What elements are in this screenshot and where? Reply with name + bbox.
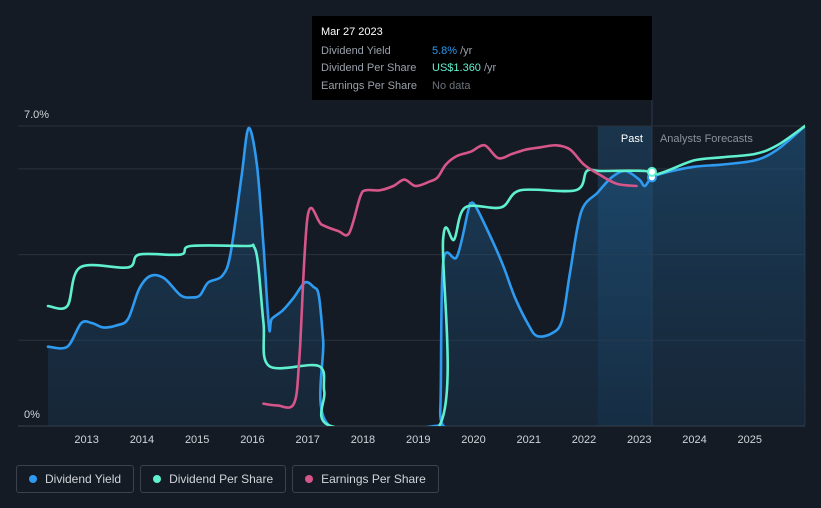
legend-item-dividend-yield[interactable]: Dividend Yield bbox=[16, 465, 135, 493]
dividend-chart: Past Analysts Forecasts 7.0% 0% 2013 2014 201… bbox=[18, 100, 806, 446]
x-tick-label: 2019 bbox=[406, 434, 430, 446]
dividend-yield-line bbox=[46, 124, 805, 426]
x-tick-label: 2013 bbox=[74, 434, 98, 446]
legend-label: Earnings Per Share bbox=[321, 472, 426, 486]
earnings-per-share-line bbox=[262, 143, 638, 409]
legend-dot-icon bbox=[153, 475, 162, 483]
dividend-per-share-line bbox=[46, 124, 805, 426]
x-tick-label: 2017 bbox=[295, 434, 319, 446]
tooltip-row-dividend-per-share: Dividend Per Share US$1.360 /yr bbox=[321, 60, 643, 78]
tooltip-value: 5.8% bbox=[432, 44, 458, 57]
tooltip: Mar 27 2023 Dividend Yield 5.8% /yr Divi… bbox=[312, 16, 652, 100]
dividend-yield-area bbox=[48, 126, 805, 426]
legend-item-dividend-per-share[interactable]: Dividend Per Share bbox=[140, 465, 287, 493]
legend-label: Dividend Per Share bbox=[169, 472, 274, 486]
x-tick-label: 2025 bbox=[738, 434, 762, 446]
tooltip-label: Dividend Yield bbox=[321, 44, 391, 57]
y-tick-label: 7.0% bbox=[24, 109, 49, 121]
tooltip-value: US$1.360 bbox=[432, 62, 481, 74]
legend-label: Dividend Yield bbox=[45, 472, 122, 486]
x-tick-label: 2015 bbox=[185, 434, 209, 446]
tooltip-unit: /yr bbox=[460, 44, 473, 57]
legend-item-earnings-per-share[interactable]: Earnings Per Share bbox=[292, 465, 439, 493]
x-tick-label: 2023 bbox=[627, 434, 651, 446]
tooltip-date: Mar 27 2023 bbox=[321, 26, 383, 38]
y-tick-label: 0% bbox=[24, 409, 40, 421]
tooltip-row-earnings-per-share: Earnings Per Share No data bbox=[321, 78, 643, 96]
tooltip-unit: /yr bbox=[483, 62, 497, 74]
dividend-per-share-marker bbox=[646, 166, 657, 177]
x-tick-label: 2020 bbox=[461, 434, 485, 446]
legend-dot-icon bbox=[305, 475, 314, 483]
legend: Dividend Yield Dividend Per Share Earnin… bbox=[16, 465, 439, 493]
x-tick-label: 2018 bbox=[351, 434, 375, 446]
x-tick-label: 2014 bbox=[130, 434, 154, 446]
x-tick-label: 2022 bbox=[572, 434, 596, 446]
x-tick-label: 2016 bbox=[240, 434, 264, 446]
x-tick-label: 2024 bbox=[682, 434, 706, 446]
legend-dot-icon bbox=[29, 475, 37, 483]
tooltip-label: Earnings Per Share bbox=[321, 79, 417, 92]
tooltip-row-dividend-yield: Dividend Yield 5.8% /yr bbox=[321, 43, 643, 61]
past-label: Past bbox=[621, 133, 643, 145]
forecast-label: Analysts Forecasts bbox=[660, 133, 753, 145]
tooltip-label: Dividend Per Share bbox=[321, 62, 417, 74]
tooltip-value: No data bbox=[432, 79, 471, 92]
x-tick-label: 2021 bbox=[516, 434, 540, 446]
